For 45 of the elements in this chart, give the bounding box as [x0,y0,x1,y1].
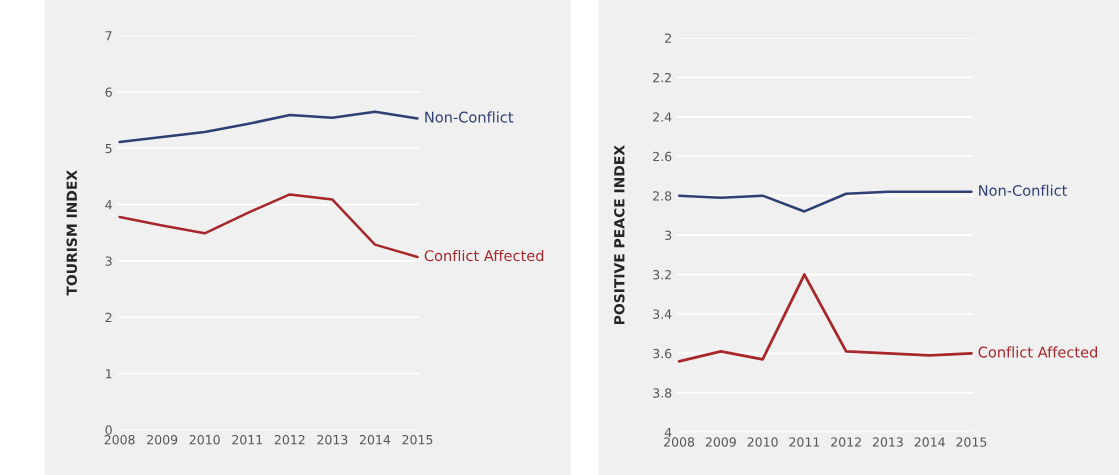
line-series [677,273,973,363]
x-tick-label: 2009 [705,437,736,447]
x-tick-label: 2011 [789,437,820,447]
series-label: Non-Conflict [979,184,1068,196]
y-tick-label: 2 [665,33,671,43]
x-tick-label: 2010 [189,434,220,445]
x-tick-label: 2008 [104,434,135,445]
y-tick-label: 4 [664,427,672,437]
y-axis-title: POSITIVE PEACE INDEX [614,145,625,325]
y-tick-label: 2 [105,312,112,322]
y-tick-label: 3.4 [653,309,672,319]
x-tick-label: 2011 [232,434,263,445]
y-tick-label: 2.2 [653,72,671,83]
x-tick-label: 2012 [274,434,305,445]
series-label: Non-Conflict [425,111,514,123]
x-tick-label: 2014 [914,437,945,447]
x-tick-label: 2015 [956,437,987,447]
series-label: Conflict Affected [978,346,1097,358]
y-tick-label: 2.6 [653,151,672,162]
x-tick-label: 2008 [664,437,695,447]
x-tick-label: 2012 [831,437,861,447]
y-tick-label: 6 [105,87,112,97]
y-tick-label: 4 [105,200,112,210]
x-tick-label: 2015 [402,434,433,445]
line-series [677,190,973,213]
y-tick-label: 1 [106,369,112,379]
y-tick-label: 3.8 [653,388,672,398]
y-tick-label: 3.2 [653,270,671,280]
x-tick-label: 2013 [317,434,348,445]
y-tick-label: 7 [105,31,112,41]
x-tick-label: 2010 [747,437,778,447]
x-tick-label: 2014 [359,434,391,445]
y-axis-title: TOURISM INDEX [66,170,77,296]
y-tick-label: 3.6 [653,348,672,359]
line-series [118,110,419,144]
x-tick-label: 2009 [147,434,178,445]
y-tick-label: 0 [105,425,112,435]
y-tick-label: 3 [665,230,672,241]
y-tick-label: 5 [105,143,112,154]
x-tick-label: 2013 [872,437,903,447]
series-label: Conflict Affected [424,249,544,262]
line-series [118,193,419,259]
y-tick-label: 2.4 [653,112,672,122]
y-tick-label: 3 [105,256,112,266]
y-tick-label: 2.8 [653,191,672,201]
